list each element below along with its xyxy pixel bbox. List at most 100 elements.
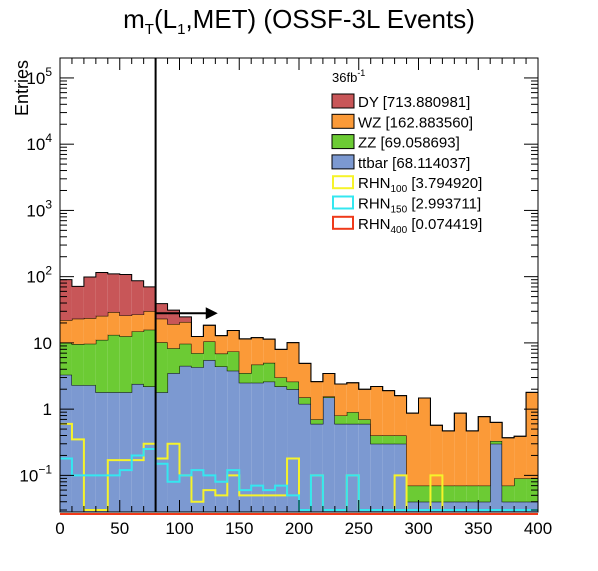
legend-swatch-rhn100 [332, 175, 354, 190]
bar-zz-30 [418, 485, 431, 502]
bar-wz-38 [514, 436, 527, 479]
bar-ttbar-19 [287, 389, 299, 512]
legend-swatch-wz [331, 113, 355, 129]
bar-ttbar-1 [71, 385, 84, 512]
legend-label-zz: ZZ [69.058693] [358, 135, 460, 152]
bar-ttbar-17 [263, 381, 276, 512]
bar-wz-5 [119, 315, 132, 337]
bar-zz-32 [442, 485, 455, 502]
x-tick-label: 400 [524, 519, 552, 538]
bar-ttbar-37 [502, 501, 515, 512]
bar-ttbar-32 [442, 501, 455, 512]
bar-ttbar-21 [310, 423, 323, 512]
bar-zz-0 [60, 342, 72, 375]
bar-wz-12 [203, 325, 216, 342]
bar-zz-33 [454, 485, 467, 502]
bar-ttbar-6 [131, 383, 144, 512]
bar-wz-26 [370, 386, 383, 436]
bar-zz-8 [155, 342, 168, 393]
bar-zz-29 [406, 485, 419, 502]
bar-wz-25 [358, 389, 371, 420]
bar-zz-2 [83, 343, 96, 386]
bar-wz-36 [490, 422, 503, 442]
bar-zz-10 [179, 343, 192, 366]
bar-zz-12 [203, 341, 216, 361]
bar-ttbar-28 [394, 443, 407, 512]
bar-ttbar-10 [179, 365, 192, 512]
bar-dy-7 [143, 286, 156, 312]
bar-wz-13 [215, 335, 228, 354]
bar-ttbar-34 [466, 501, 479, 512]
bar-ttbar-39 [526, 501, 538, 512]
bar-dy-5 [119, 274, 132, 316]
bar-ttbar-20 [299, 403, 311, 512]
legend-label-wz: WZ [162.883560] [358, 114, 473, 131]
bar-ttbar-5 [119, 392, 132, 512]
x-tick-label: 50 [110, 519, 129, 538]
bar-zz-7 [143, 329, 156, 387]
legend-swatch-rhn400 [332, 215, 354, 230]
bar-zz-28 [394, 435, 407, 444]
bar-wz-9 [167, 323, 180, 349]
bar-wz-2 [83, 318, 96, 344]
y-tick-label: 102 [26, 264, 52, 287]
bar-zz-11 [191, 353, 204, 368]
chart-title: mT(L1,MET) (OSSF-3L Events) [123, 4, 475, 39]
bar-zz-13 [215, 353, 228, 367]
bar-wz-8 [155, 318, 168, 343]
bar-zz-36 [490, 441, 503, 444]
bar-wz-29 [406, 413, 419, 486]
legend-label-rhn150: RHN150 [2.993711] [358, 196, 481, 216]
bar-ttbar-12 [203, 360, 216, 512]
bar-ttbar-33 [454, 501, 467, 512]
bar-wz-35 [478, 416, 491, 486]
bar-wz-37 [502, 437, 515, 486]
y-axis-label: Entries [12, 60, 32, 116]
bar-wz-21 [310, 381, 323, 420]
bar-ttbar-2 [83, 385, 96, 512]
bar-ttbar-22 [322, 397, 335, 512]
bar-zz-26 [370, 435, 383, 444]
bar-wz-23 [334, 383, 347, 416]
y-tick-label: 103 [26, 197, 52, 220]
bar-wz-30 [418, 398, 431, 486]
bar-wz-18 [275, 349, 288, 378]
bar-zz-35 [478, 485, 491, 502]
outline-dy [59, 271, 538, 512]
bar-ttbar-24 [346, 423, 359, 512]
bar-ttbar-23 [334, 423, 347, 512]
bar-ttbar-27 [382, 443, 395, 512]
bar-wz-27 [382, 390, 395, 436]
bar-ttbar-18 [275, 386, 288, 512]
bar-wz-33 [454, 413, 467, 486]
bar-dy-1 [71, 286, 84, 319]
legend-swatch-dy [331, 93, 355, 109]
bar-ttbar-11 [191, 367, 204, 512]
bar-wz-34 [466, 430, 479, 486]
bar-dy-0 [60, 279, 72, 321]
legend-swatch-ttbar [331, 154, 355, 170]
bar-ttbar-29 [406, 501, 419, 512]
bar-dy-8 [155, 303, 168, 319]
bar-zz-1 [71, 344, 84, 386]
bar-wz-3 [95, 315, 108, 340]
bar-zz-19 [287, 381, 299, 390]
signal-rhn150 [60, 448, 538, 512]
x-tick-label: 100 [165, 519, 193, 538]
bar-ttbar-31 [430, 501, 443, 512]
bar-zz-18 [275, 377, 288, 387]
bar-wz-20 [299, 363, 311, 398]
cut-arrow-head [205, 307, 218, 320]
legend-label-rhn100: RHN100 [3.794920] [358, 175, 482, 195]
bar-zz-5 [119, 336, 132, 393]
bar-zz-21 [310, 419, 323, 424]
bar-dy-10 [179, 316, 192, 322]
bar-ttbar-8 [155, 392, 168, 512]
bar-wz-24 [346, 382, 359, 413]
bar-ttbar-38 [514, 501, 527, 512]
bar-wz-19 [287, 342, 299, 382]
bar-ttbar-14 [227, 370, 240, 512]
bar-wz-15 [239, 338, 252, 374]
